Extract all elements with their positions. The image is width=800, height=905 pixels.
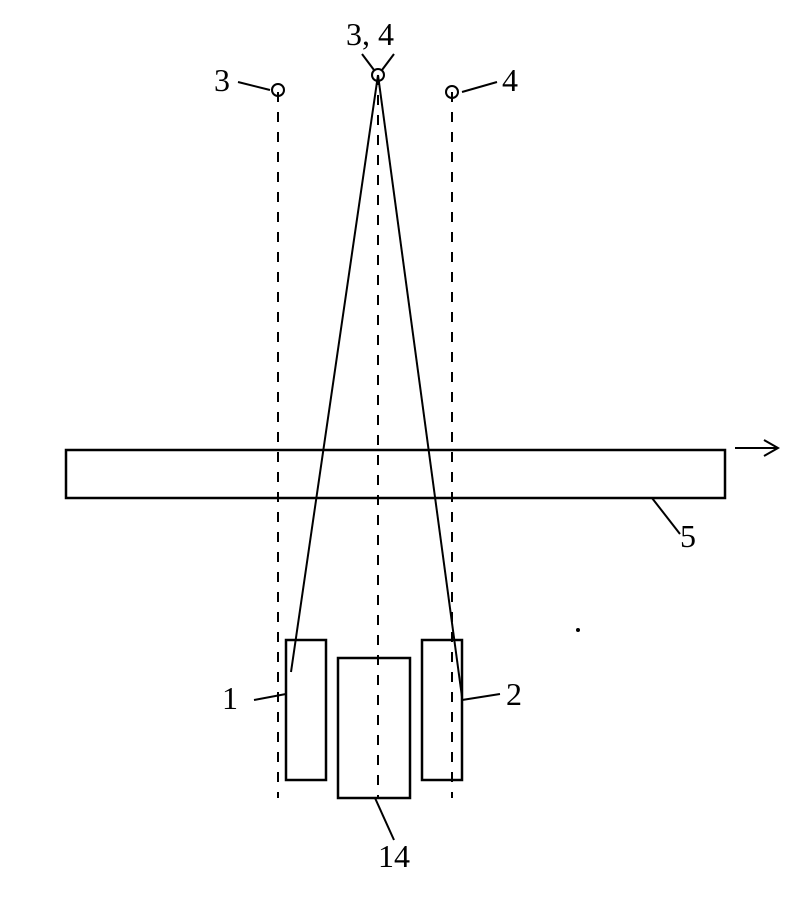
- leader-3: [238, 82, 270, 90]
- label-14: 14: [378, 838, 410, 875]
- label-3: 3: [214, 62, 230, 99]
- leader-14: [375, 798, 394, 840]
- label-2: 2: [506, 676, 522, 713]
- dot-artifact: [576, 628, 580, 632]
- rect-2: [422, 640, 462, 780]
- solid-line-right: [378, 75, 462, 697]
- leader-5: [652, 498, 680, 534]
- label-1: 1: [222, 680, 238, 717]
- label-4: 4: [502, 62, 518, 99]
- leader-2: [462, 694, 500, 700]
- leader-34-left: [362, 54, 374, 70]
- leader-1: [254, 694, 286, 700]
- diagram-svg: [0, 0, 800, 900]
- leader-34-right: [382, 54, 394, 70]
- solid-line-left: [291, 75, 378, 672]
- horizontal-bar: [66, 450, 725, 498]
- label-5: 5: [680, 518, 696, 555]
- rect-14: [338, 658, 410, 798]
- leader-4: [462, 82, 497, 92]
- label-34: 3, 4: [346, 16, 394, 53]
- technical-diagram: 3, 4 3 4 1 2 14 5: [0, 0, 800, 900]
